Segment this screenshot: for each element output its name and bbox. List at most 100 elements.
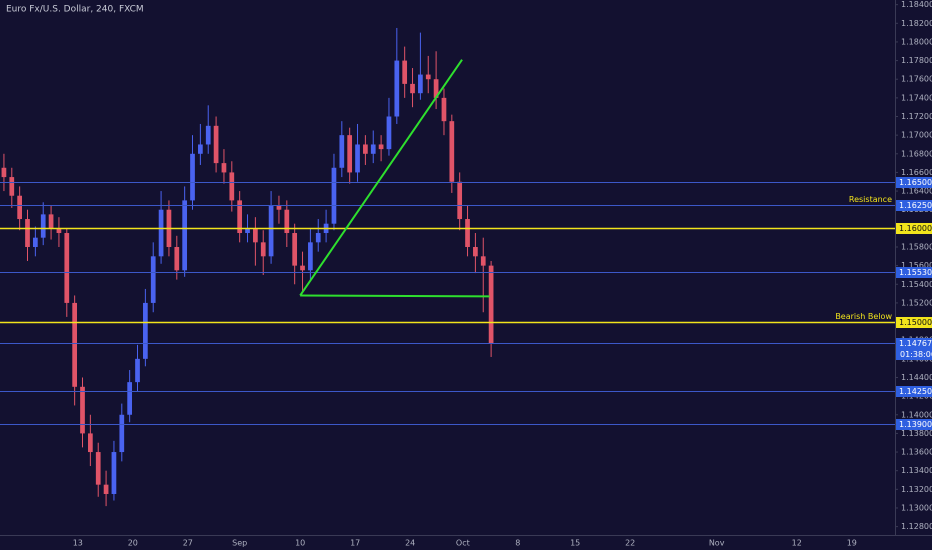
candle-body xyxy=(72,302,78,387)
y-tick-label: 1.17400 xyxy=(901,93,932,102)
y-tick-label: 1.18400 xyxy=(901,0,932,9)
candle-body xyxy=(300,265,305,271)
candle-body xyxy=(64,233,70,303)
level-price-box xyxy=(896,223,932,234)
candle-body xyxy=(276,205,282,210)
candle-body xyxy=(457,181,463,220)
level-price-box xyxy=(896,338,932,349)
x-tick-label: Nov xyxy=(709,539,725,548)
candle-body xyxy=(488,265,494,343)
trend-drawing xyxy=(299,59,463,297)
candle-body xyxy=(127,382,133,415)
x-tick-label: 15 xyxy=(570,539,580,548)
y-tick-label: 1.17600 xyxy=(901,75,932,84)
level-price-box xyxy=(896,386,932,397)
y-tick-label: 1.13200 xyxy=(901,485,932,494)
candle-body xyxy=(143,302,148,359)
candle-body xyxy=(25,219,30,247)
y-tick-label: 1.14400 xyxy=(901,373,932,382)
candle-body xyxy=(355,144,360,173)
candle-body xyxy=(260,242,266,257)
candle-body xyxy=(48,214,54,229)
x-tick-label: 24 xyxy=(405,539,415,548)
level-annotation: Bearish Below xyxy=(835,312,892,321)
candle-body xyxy=(205,125,211,145)
x-tick-label: Sep xyxy=(232,539,247,548)
candle-body xyxy=(480,256,486,266)
candle-body xyxy=(402,60,408,84)
level-price-label: 1.13900 xyxy=(899,420,932,429)
candle-body xyxy=(135,358,140,383)
y-tick-label: 1.17000 xyxy=(901,131,932,140)
level-price-box xyxy=(896,419,932,430)
candle-body xyxy=(1,167,7,178)
level-price-box xyxy=(896,317,932,328)
candle-body xyxy=(315,233,321,243)
candle-body xyxy=(433,79,439,98)
x-tick-label: 27 xyxy=(183,539,193,548)
y-tick-label: 1.13800 xyxy=(901,429,932,438)
candle-body xyxy=(9,177,15,196)
candle-body xyxy=(465,219,470,247)
candle-body xyxy=(158,209,164,257)
candle-body xyxy=(253,228,258,243)
y-tick-label: 1.16800 xyxy=(901,149,932,158)
y-tick-label: 1.18000 xyxy=(901,37,932,46)
candle-body xyxy=(40,214,46,238)
candle-body xyxy=(363,144,368,154)
y-tick-label: 1.13000 xyxy=(901,503,932,512)
candle-body xyxy=(111,452,117,494)
level-price-label: 1.14250 xyxy=(899,387,932,396)
candle-body xyxy=(95,452,101,485)
candle-body xyxy=(449,121,455,182)
level-price-label: 1.14767 xyxy=(899,339,932,348)
candle-body xyxy=(119,414,125,453)
chart-title: Euro Fx/U.S. Dollar, 240, FXCM xyxy=(6,5,144,15)
y-tick-label: 1.13600 xyxy=(901,448,932,457)
x-tick-label: 17 xyxy=(350,539,360,548)
x-tick-label: 20 xyxy=(128,539,138,548)
candle-body xyxy=(410,83,415,94)
candle-body xyxy=(418,74,423,94)
x-tick-label: 10 xyxy=(295,539,305,548)
level-annotation: Resistance xyxy=(849,195,892,204)
candle-body xyxy=(88,433,93,453)
y-tick-label: 1.17200 xyxy=(901,112,932,121)
candle-body xyxy=(213,125,219,164)
candle-body xyxy=(80,386,85,434)
candle-body xyxy=(237,200,243,234)
candle-body xyxy=(56,228,62,234)
y-tick-label: 1.14000 xyxy=(901,410,932,419)
candle-body xyxy=(103,484,109,494)
y-tick-label: 1.15800 xyxy=(901,242,932,251)
level-price-label: 1.15530 xyxy=(899,268,932,277)
candle-body xyxy=(339,135,345,168)
level-price-box xyxy=(896,177,932,188)
candle-body xyxy=(174,246,180,271)
candle-body xyxy=(308,242,313,271)
x-tick-label: 22 xyxy=(625,539,635,548)
y-tick-label: 1.15400 xyxy=(901,280,932,289)
candle-body xyxy=(347,135,353,173)
candle-body xyxy=(33,237,38,247)
x-tick-label: 19 xyxy=(847,539,857,548)
level-price-box xyxy=(896,200,932,211)
candle-body xyxy=(378,144,384,150)
candle-body xyxy=(229,172,235,201)
candle-body xyxy=(284,209,290,234)
countdown: 01:38:06 xyxy=(900,350,932,359)
y-tick-label: 1.12800 xyxy=(901,522,932,531)
x-tick-label: 8 xyxy=(515,539,520,548)
y-tick-label: 1.16600 xyxy=(901,168,932,177)
candle-body xyxy=(473,246,478,257)
x-tick-label: Oct xyxy=(456,539,470,548)
candle-body xyxy=(386,116,392,150)
candle-body xyxy=(245,228,250,234)
candle-body xyxy=(221,163,227,173)
level-price-label: 1.16250 xyxy=(899,201,932,210)
level-price-label: 1.15000 xyxy=(899,318,932,327)
candle-body xyxy=(182,200,188,271)
level-price-box xyxy=(896,267,932,278)
